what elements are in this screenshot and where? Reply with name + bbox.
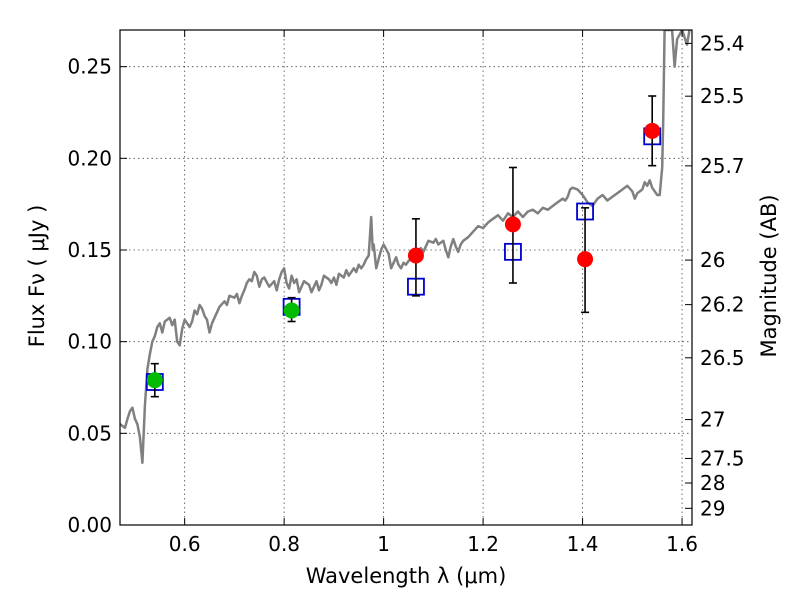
y-tick-label: 0.15: [67, 238, 112, 262]
x-tick-label: 1.2: [467, 532, 499, 556]
y-tick-label: 0.00: [67, 513, 112, 537]
data-point: [146, 372, 163, 389]
x-tick-label: 0.8: [268, 532, 300, 556]
magnitude-tick-label: 26.5: [700, 346, 745, 370]
x-tick-label: 1.6: [666, 532, 698, 556]
magnitude-tick-label: 29: [700, 496, 725, 520]
data-point: [407, 247, 424, 264]
magnitude-tick-label: 27.5: [700, 446, 745, 470]
data-point: [283, 302, 300, 319]
spectrum-layer: [120, 30, 691, 464]
magnitude-tick-label: 25.4: [700, 31, 745, 55]
magnitude-tick-label: 26.2: [700, 293, 745, 317]
x-tick-label: 0.6: [169, 532, 201, 556]
y-tick-label: 0.20: [67, 146, 112, 170]
grid: [120, 30, 692, 526]
magnitude-tick-label: 27: [700, 408, 725, 432]
y2-axis-label: Magnitude (AB): [757, 194, 781, 357]
magnitude-tick-label: 26: [700, 248, 725, 272]
magnitude-tick-label: 28: [700, 471, 725, 495]
x-axis-label: Wavelength λ (μm): [306, 564, 507, 588]
data-point: [644, 122, 661, 139]
magnitude-tick-label: 25.5: [700, 84, 745, 108]
spectrum-line: [120, 30, 691, 464]
data-point: [504, 216, 521, 233]
axes: 0.6 0.8 1 1.2 1.4 1.6 0.00 0.05 0.10 0.15 0.20 0.25…: [67, 29, 745, 556]
y-tick-label: 0.25: [67, 55, 112, 79]
markers-layer: [145, 95, 662, 398]
data-point: [577, 251, 594, 268]
magnitude-tick-label: 25.7: [700, 154, 745, 178]
x-tick-label: 1: [377, 532, 390, 556]
y-tick-label: 0.05: [67, 421, 112, 445]
y-axis-label: Flux Fν ( μJy ): [25, 205, 49, 348]
y-tick-label: 0.10: [67, 330, 112, 354]
x-tick-label: 1.4: [567, 532, 599, 556]
plot-frame: [119, 29, 693, 526]
